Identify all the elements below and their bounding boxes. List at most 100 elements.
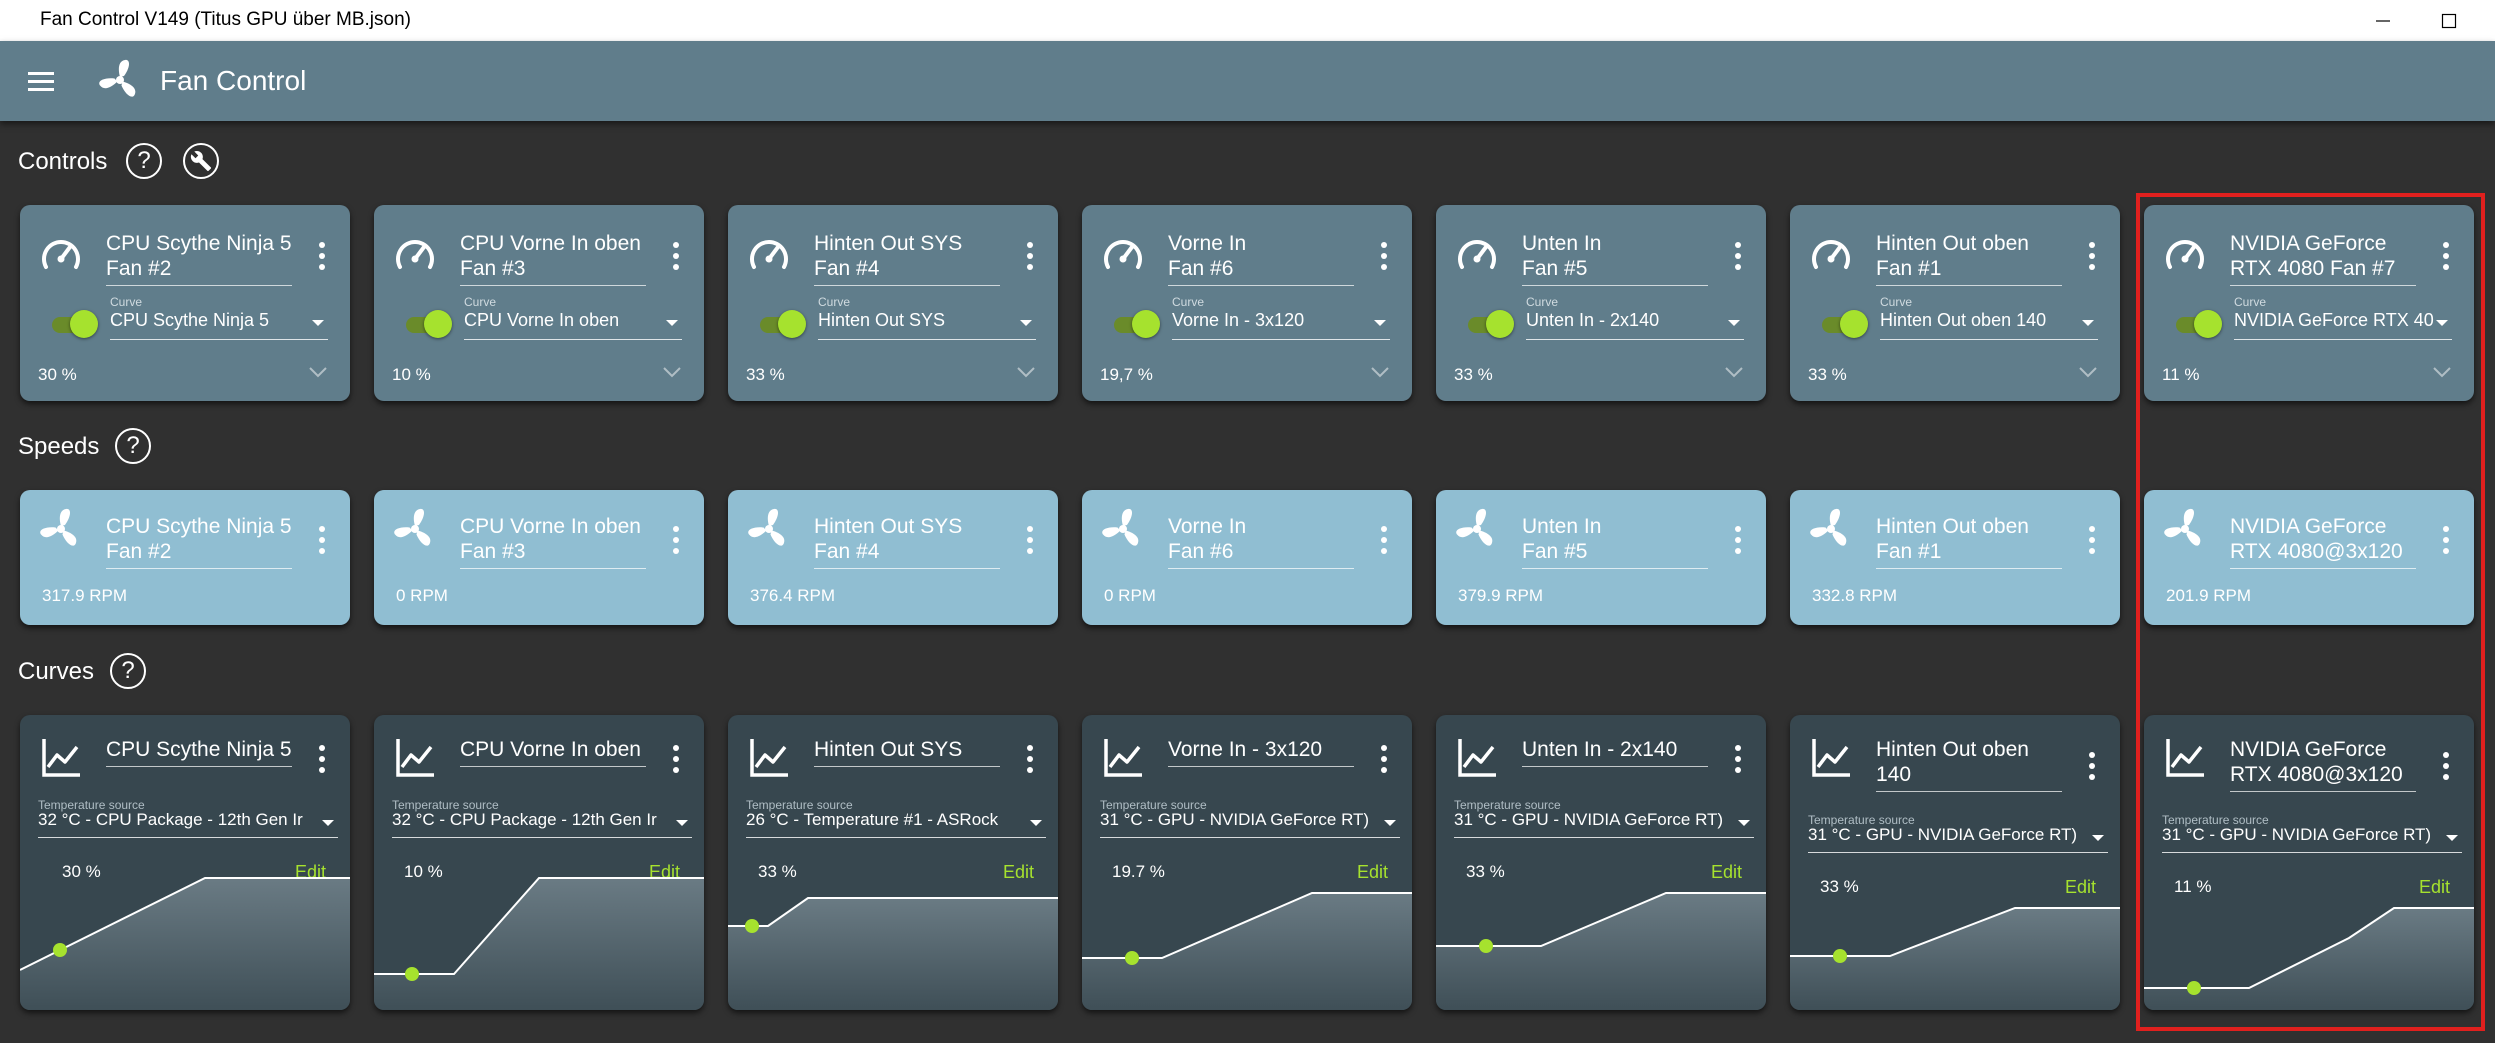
speed-name[interactable]: CPU Vorne In oben Fan #3 xyxy=(460,514,646,569)
curve-name[interactable]: Hinten Out oben 140 xyxy=(1876,737,2062,792)
speed-name[interactable]: NVIDIA GeForce RTX 4080@3x120 xyxy=(2230,514,2416,569)
curve-name[interactable]: Unten In - 2x140 xyxy=(1522,737,1708,767)
curve-select[interactable]: NVIDIA GeForce RTX 40 xyxy=(2234,310,2452,340)
more-options-button[interactable] xyxy=(2442,242,2450,270)
chevron-down-icon[interactable] xyxy=(1370,365,1390,379)
curve-graph[interactable] xyxy=(2144,885,2474,1010)
edit-curve-button[interactable]: Edit xyxy=(1002,862,1034,882)
edit-curve-button[interactable]: Edit xyxy=(2064,877,2096,897)
controls-settings-button[interactable] xyxy=(183,143,219,179)
curves-help-button[interactable]: ? xyxy=(110,653,146,689)
more-options-button[interactable] xyxy=(1380,526,1388,554)
temperature-source-select[interactable]: 31 °C - GPU - NVIDIA GeForce RT) xyxy=(1808,825,2108,853)
more-options-button[interactable] xyxy=(1380,242,1388,270)
more-options-button[interactable] xyxy=(1026,526,1034,554)
minimize-button[interactable] xyxy=(2360,0,2406,41)
enable-toggle[interactable] xyxy=(2172,310,2224,338)
speed-name[interactable]: Hinten Out oben Fan #1 xyxy=(1876,514,2062,569)
temperature-source-select[interactable]: 32 °C - CPU Package - 12th Gen Ir xyxy=(392,810,692,838)
more-options-button[interactable] xyxy=(672,745,680,773)
control-percent: 10 % xyxy=(392,365,431,384)
more-options-button[interactable] xyxy=(2088,526,2096,554)
more-options-button[interactable] xyxy=(318,526,326,554)
curve-select[interactable]: Vorne In - 3x120 xyxy=(1172,310,1390,340)
enable-toggle[interactable] xyxy=(1110,310,1162,338)
chevron-down-icon[interactable] xyxy=(1016,365,1036,379)
curve-area xyxy=(1082,893,1412,1010)
fan-icon xyxy=(2162,506,2208,552)
curve-name[interactable]: Vorne In - 3x120 xyxy=(1168,737,1354,767)
control-name[interactable]: Vorne In Fan #6 xyxy=(1168,231,1354,286)
temperature-source-select[interactable]: 31 °C - GPU - NVIDIA GeForce RT) xyxy=(2162,825,2462,853)
curve-select[interactable]: CPU Vorne In oben xyxy=(464,310,682,340)
curve-graph[interactable] xyxy=(728,870,1058,1010)
temperature-source-select[interactable]: 26 °C - Temperature #1 - ASRock xyxy=(746,810,1046,838)
curve-select[interactable]: CPU Scythe Ninja 5 xyxy=(110,310,328,340)
curve-graph[interactable] xyxy=(1082,870,1412,1010)
edit-curve-button[interactable]: Edit xyxy=(1356,862,1388,882)
curve-card: Hinten Out oben 140 Temperature source 31… xyxy=(1790,715,2120,1010)
edit-curve-button[interactable]: Edit xyxy=(1710,862,1742,882)
chart-line-icon xyxy=(1454,735,1500,781)
edit-curve-button[interactable]: Edit xyxy=(2418,877,2450,897)
controls-help-button[interactable]: ? xyxy=(126,143,162,179)
curve-name[interactable]: NVIDIA GeForce RTX 4080@3x120 xyxy=(2230,737,2416,792)
more-options-button[interactable] xyxy=(1734,242,1742,270)
speed-name[interactable]: Hinten Out SYS Fan #4 xyxy=(814,514,1000,569)
curve-select[interactable]: Hinten Out SYS xyxy=(818,310,1036,340)
temperature-source-select[interactable]: 32 °C - CPU Package - 12th Gen Ir xyxy=(38,810,338,838)
control-name[interactable]: CPU Vorne In oben Fan #3 xyxy=(460,231,646,286)
more-options-button[interactable] xyxy=(672,242,680,270)
more-options-button[interactable] xyxy=(1734,745,1742,773)
curve-graph[interactable] xyxy=(1436,870,1766,1010)
curve-name[interactable]: CPU Scythe Ninja 5 xyxy=(106,737,292,767)
curve-graph[interactable] xyxy=(20,870,350,1010)
more-options-button[interactable] xyxy=(2442,752,2450,780)
chevron-down-icon[interactable] xyxy=(2432,365,2452,379)
temperature-source-select[interactable]: 31 °C - GPU - NVIDIA GeForce RT) xyxy=(1454,810,1754,838)
more-options-button[interactable] xyxy=(1026,745,1034,773)
speed-name[interactable]: CPU Scythe Ninja 5 Fan #2 xyxy=(106,514,292,569)
more-options-button[interactable] xyxy=(672,526,680,554)
chevron-down-icon[interactable] xyxy=(2078,365,2098,379)
enable-toggle[interactable] xyxy=(1818,310,1870,338)
curve-graph[interactable] xyxy=(1790,885,2120,1010)
control-name[interactable]: Hinten Out SYS Fan #4 xyxy=(814,231,1000,286)
curve-percent: 30 % xyxy=(62,862,101,881)
more-options-button[interactable] xyxy=(318,745,326,773)
enable-toggle[interactable] xyxy=(48,310,100,338)
speed-name[interactable]: Unten In Fan #5 xyxy=(1522,514,1708,569)
control-name[interactable]: CPU Scythe Ninja 5 Fan #2 xyxy=(106,231,292,286)
maximize-button[interactable] xyxy=(2426,0,2472,41)
control-name[interactable]: Hinten Out oben Fan #1 xyxy=(1876,231,2062,286)
speeds-help-button[interactable]: ? xyxy=(115,428,151,464)
temperature-source-value: 31 °C - GPU - NVIDIA GeForce RT) xyxy=(1454,810,1724,829)
temperature-source-select[interactable]: 31 °C - GPU - NVIDIA GeForce RT) xyxy=(1100,810,1400,838)
more-options-button[interactable] xyxy=(1380,745,1388,773)
control-name[interactable]: Unten In Fan #5 xyxy=(1522,231,1708,286)
enable-toggle[interactable] xyxy=(1464,310,1516,338)
speed-name[interactable]: Vorne In Fan #6 xyxy=(1168,514,1354,569)
more-options-button[interactable] xyxy=(2088,242,2096,270)
menu-button[interactable] xyxy=(26,69,56,93)
curve-name[interactable]: Hinten Out SYS xyxy=(814,737,1000,767)
chevron-down-icon[interactable] xyxy=(662,365,682,379)
enable-toggle[interactable] xyxy=(756,310,808,338)
more-options-button[interactable] xyxy=(318,242,326,270)
curve-select[interactable]: Unten In - 2x140 xyxy=(1526,310,1744,340)
chevron-down-icon[interactable] xyxy=(308,365,328,379)
control-name-line2: Fan #6 xyxy=(1168,257,1234,280)
control-name-line1: NVIDIA GeForce xyxy=(2230,232,2387,255)
curve-name[interactable]: CPU Vorne In oben xyxy=(460,737,646,767)
control-percent: 19,7 % xyxy=(1100,365,1153,384)
curve-card: CPU Scythe Ninja 5 Temperature source 32… xyxy=(20,715,350,1010)
more-options-button[interactable] xyxy=(1026,242,1034,270)
more-options-button[interactable] xyxy=(2088,752,2096,780)
curve-graph[interactable] xyxy=(374,870,704,1010)
more-options-button[interactable] xyxy=(2442,526,2450,554)
chevron-down-icon[interactable] xyxy=(1724,365,1744,379)
more-options-button[interactable] xyxy=(1734,526,1742,554)
enable-toggle[interactable] xyxy=(402,310,454,338)
curve-select[interactable]: Hinten Out oben 140 xyxy=(1880,310,2098,340)
control-name[interactable]: NVIDIA GeForce RTX 4080 Fan #7 xyxy=(2230,231,2416,286)
